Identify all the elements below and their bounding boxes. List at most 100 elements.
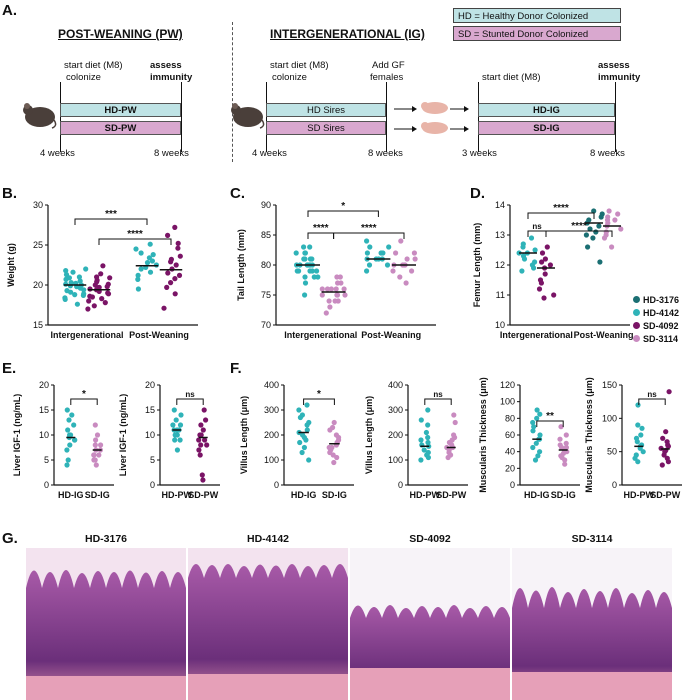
data-point: [93, 462, 99, 468]
data-point: [520, 241, 526, 247]
x-tick-label: Post-Weaning: [361, 330, 421, 340]
data-point: [541, 295, 547, 301]
data-point: [196, 447, 202, 453]
data-point: [301, 244, 307, 250]
data-point: [302, 250, 308, 256]
donor-legend-label: HD-4142: [643, 307, 680, 318]
x-tick-label: HD-PW: [624, 490, 655, 500]
data-point: [609, 244, 615, 250]
data-point: [302, 274, 308, 280]
y-tick-label: 20: [33, 280, 43, 290]
x-tick-label: SD-PW: [436, 490, 467, 500]
data-point: [164, 284, 170, 290]
bar-sd-ig: SD-IG: [478, 121, 615, 135]
data-point: [532, 247, 538, 253]
data-point: [634, 439, 640, 445]
data-point: [67, 283, 73, 289]
data-point: [314, 268, 320, 274]
data-point: [172, 276, 178, 282]
significance-label: ****: [571, 221, 587, 232]
y-tick-label: 10: [495, 320, 505, 330]
data-point: [311, 274, 317, 280]
data-point: [71, 422, 77, 428]
start-diet-pw: start diet (M8): [64, 60, 123, 71]
immunity-ig: immunity: [598, 72, 641, 83]
data-point: [76, 274, 82, 280]
y-tick-label: 20: [145, 380, 155, 390]
add-gf: Add GF: [372, 60, 405, 71]
data-point: [560, 450, 567, 456]
data-point: [378, 250, 384, 256]
y-axis-label: Weight (g): [6, 243, 16, 287]
y-tick-label: 200: [264, 430, 279, 440]
data-point: [534, 415, 540, 421]
data-point: [138, 266, 144, 272]
y-tick-label: 20: [505, 463, 515, 473]
data-point: [94, 432, 101, 438]
y-tick-label: 80: [505, 413, 515, 423]
data-point: [299, 449, 305, 456]
data-point: [92, 422, 98, 428]
data-point: [177, 437, 183, 443]
y-tick-label: 400: [264, 380, 279, 390]
data-point: [334, 274, 340, 280]
data-point: [367, 244, 373, 250]
data-point: [409, 268, 415, 274]
x-tick-label: Post-Weaning: [574, 330, 634, 340]
data-point: [301, 444, 307, 451]
significance-bracket: [527, 212, 595, 219]
assess-ig: assess: [598, 60, 630, 71]
data-point: [196, 437, 202, 443]
y-tick-label: 85: [261, 230, 271, 240]
data-point: [604, 217, 611, 223]
x-tick-label: Post-Weaning: [129, 330, 189, 340]
data-point: [86, 298, 92, 304]
y-tick-label: 0: [44, 480, 49, 490]
x-tick-label: Intergenerational: [500, 330, 573, 340]
y-tick-label: 200: [388, 430, 403, 440]
data-point: [364, 268, 370, 274]
data-point: [307, 244, 313, 250]
data-point: [425, 407, 431, 413]
tick-line-ig2-start: [478, 82, 479, 152]
y-tick-label: 0: [398, 480, 403, 490]
data-point: [366, 262, 373, 268]
data-point: [98, 271, 104, 277]
data-point: [99, 296, 105, 302]
donor-legend-item: HD-3176: [633, 293, 699, 306]
tick-line-ig2-end: [615, 82, 616, 152]
data-point: [425, 439, 431, 446]
data-point: [551, 292, 557, 298]
histology-image: [188, 548, 348, 700]
data-point: [200, 427, 206, 433]
bar-hd-ig: HD-IG: [478, 103, 615, 117]
significance-label: ****: [553, 203, 569, 214]
x-tick-label: SD-IG: [85, 490, 110, 500]
data-point: [197, 432, 203, 438]
data-point: [418, 417, 424, 423]
data-point: [341, 286, 347, 292]
data-point: [330, 452, 336, 458]
data-point: [177, 253, 183, 259]
data-point: [302, 292, 308, 298]
females: females: [370, 72, 404, 83]
data-point: [168, 259, 174, 265]
data-point: [539, 250, 546, 256]
data-point: [332, 298, 338, 304]
pup-icon-hd: [421, 102, 448, 114]
data-point: [200, 477, 206, 483]
data-point: [384, 262, 391, 268]
panel-label-b: B.: [2, 185, 17, 202]
significance-label: ****: [361, 223, 377, 234]
y-tick-label: 10: [39, 430, 49, 440]
data-point: [69, 412, 75, 418]
data-point: [539, 259, 545, 265]
data-point: [176, 272, 183, 278]
data-point: [606, 208, 612, 214]
mouse-icon-ig: [231, 103, 265, 129]
data-point: [297, 439, 303, 446]
data-point: [91, 457, 97, 463]
data-point: [300, 432, 306, 438]
histology-image: [512, 548, 672, 700]
